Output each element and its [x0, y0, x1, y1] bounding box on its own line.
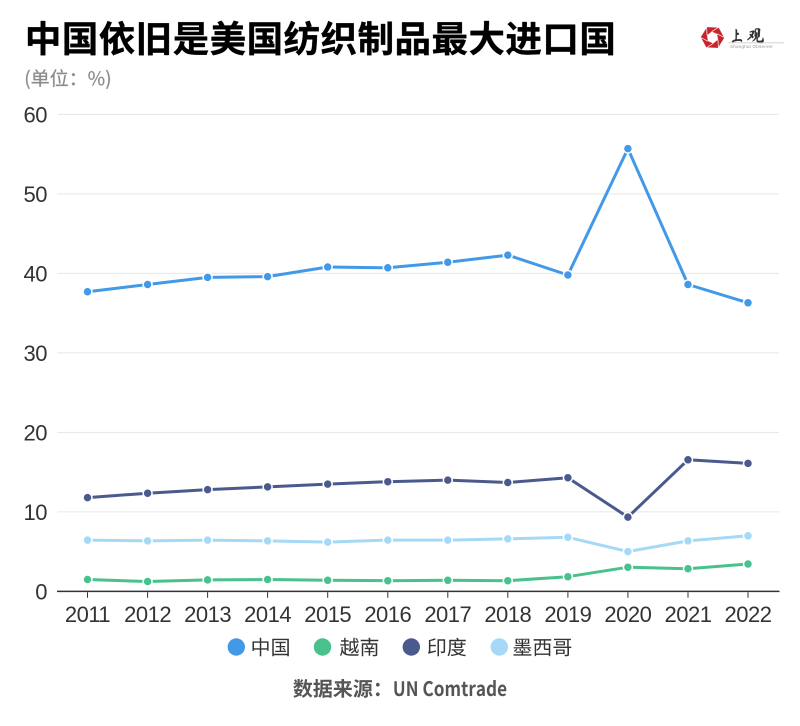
svg-text:40: 40	[24, 261, 48, 286]
svg-text:10: 10	[24, 500, 48, 525]
svg-text:2013: 2013	[184, 602, 231, 627]
svg-text:20: 20	[24, 420, 48, 445]
svg-text:2014: 2014	[244, 602, 291, 627]
svg-text:2015: 2015	[304, 602, 351, 627]
svg-text:Shanghai Observer: Shanghai Observer	[730, 44, 773, 49]
svg-text:2021: 2021	[665, 602, 712, 627]
svg-text:2020: 2020	[604, 602, 651, 627]
svg-text:2022: 2022	[725, 602, 772, 627]
svg-text:50: 50	[24, 182, 48, 207]
svg-text:2017: 2017	[424, 602, 471, 627]
svg-text:2012: 2012	[124, 602, 171, 627]
svg-text:2016: 2016	[364, 602, 411, 627]
svg-text:2018: 2018	[484, 602, 531, 627]
svg-text:2011: 2011	[65, 602, 111, 627]
svg-text:0: 0	[35, 579, 47, 604]
svg-text:30: 30	[24, 341, 48, 366]
svg-text:60: 60	[24, 102, 48, 127]
svg-text:2019: 2019	[544, 602, 591, 627]
